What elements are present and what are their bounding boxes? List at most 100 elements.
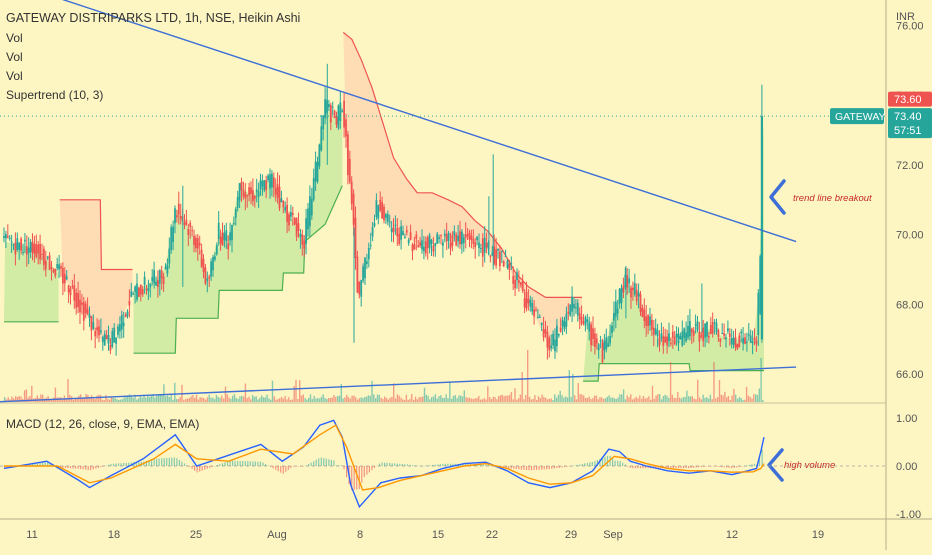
volume-bar — [291, 399, 294, 402]
volume-bar — [566, 397, 569, 402]
indicator-legend: Supertrend (10, 3) — [6, 88, 103, 102]
macd-histogram-bar — [536, 466, 538, 470]
volume-bar — [575, 399, 578, 402]
candle-body — [622, 285, 625, 293]
volume-bar — [449, 381, 451, 402]
macd-histogram-bar — [434, 464, 436, 466]
volume-bar — [143, 394, 145, 402]
candle-body — [696, 321, 699, 331]
candle-body — [605, 337, 608, 350]
volume-bar — [14, 396, 17, 402]
candle-body — [111, 331, 114, 347]
chart-title: GATEWAY DISTRIPARKS LTD, 1h, NSE, Heikin… — [6, 11, 300, 25]
candle-body — [29, 242, 32, 252]
candle-body — [725, 337, 727, 340]
macd-histogram-bar — [487, 465, 490, 466]
macd-histogram-bar — [247, 461, 249, 466]
volume-bar — [479, 399, 482, 402]
macd-histogram-bar — [396, 463, 398, 466]
macd-histogram-bar — [406, 464, 408, 466]
candle-body — [356, 256, 359, 293]
macd-histogram-bar — [720, 466, 723, 468]
candle-body — [145, 288, 148, 290]
macd-histogram-bar — [363, 466, 365, 477]
volume-bar — [166, 395, 169, 402]
candle-body — [100, 330, 102, 333]
volume-bar — [232, 395, 234, 402]
macd-histogram-bar — [525, 466, 528, 471]
candle-body — [92, 322, 95, 329]
volume-bar — [109, 399, 111, 402]
candle-body — [48, 255, 51, 270]
candle-body — [468, 232, 471, 240]
candle-body — [345, 119, 347, 137]
volume-bar — [107, 399, 109, 402]
candle-body — [200, 249, 203, 267]
macd-histogram-bar — [655, 466, 657, 469]
candle-body — [643, 309, 646, 321]
candle-body — [588, 322, 591, 332]
volume-bar — [717, 397, 719, 402]
volume-bar — [217, 396, 219, 402]
time-tick-label: 18 — [108, 529, 120, 541]
candle-body — [472, 239, 475, 244]
volume-bar — [724, 391, 726, 402]
macd-histogram-bar — [541, 466, 543, 470]
candle-body — [101, 336, 104, 343]
candle-body — [187, 229, 190, 235]
macd-histogram-bar — [414, 465, 416, 466]
macd-histogram-bar — [308, 464, 310, 466]
volume-bar — [662, 396, 665, 402]
macd-histogram-bar — [693, 466, 695, 468]
macd-histogram-bar — [305, 465, 307, 466]
volume-bar — [237, 399, 239, 402]
candle-body — [231, 224, 233, 241]
volume-bar — [525, 394, 527, 402]
candle-body — [666, 336, 668, 346]
candle-body — [559, 327, 562, 332]
macd-histogram-bar — [105, 465, 107, 467]
volume-bar — [318, 398, 321, 402]
macd-histogram-bar — [156, 458, 158, 466]
candle-body — [396, 228, 399, 237]
volume-bar — [561, 395, 563, 402]
macd-histogram-bar — [738, 466, 740, 467]
volume-bar — [644, 398, 646, 402]
candle-body — [297, 223, 300, 231]
candle-body — [56, 264, 59, 269]
volume-bar — [588, 396, 590, 402]
volume-bar — [427, 395, 429, 402]
volume-bar — [266, 394, 268, 402]
candle-body — [658, 337, 661, 346]
volume-bar — [7, 397, 9, 402]
macd-histogram-bar — [688, 466, 690, 469]
macd-histogram-bar — [381, 462, 383, 466]
volume-bar — [760, 358, 762, 402]
candle-body — [134, 286, 136, 292]
volume-bar — [40, 394, 42, 402]
candle-body — [462, 237, 465, 244]
candle-body — [155, 281, 157, 286]
volume-bar — [413, 399, 415, 402]
candle-body — [208, 276, 211, 279]
time-tick-label: 25 — [190, 529, 202, 541]
volume-bar — [177, 399, 180, 402]
volume-bar — [425, 394, 427, 402]
candle-body — [314, 161, 317, 182]
volume-bar — [514, 388, 516, 402]
candle-body — [79, 299, 81, 313]
macd-histogram-bar — [31, 463, 34, 466]
volume-bar — [679, 397, 681, 402]
candle-body — [440, 234, 442, 236]
volume-bar — [489, 397, 491, 402]
volume-bar — [630, 394, 632, 402]
candle-body — [288, 214, 290, 226]
candle-body — [130, 291, 133, 297]
candle-body — [430, 239, 433, 244]
candle-body — [594, 333, 596, 347]
candle-body — [544, 329, 547, 334]
candle-body — [257, 191, 260, 197]
macd-histogram-bar — [277, 466, 279, 472]
